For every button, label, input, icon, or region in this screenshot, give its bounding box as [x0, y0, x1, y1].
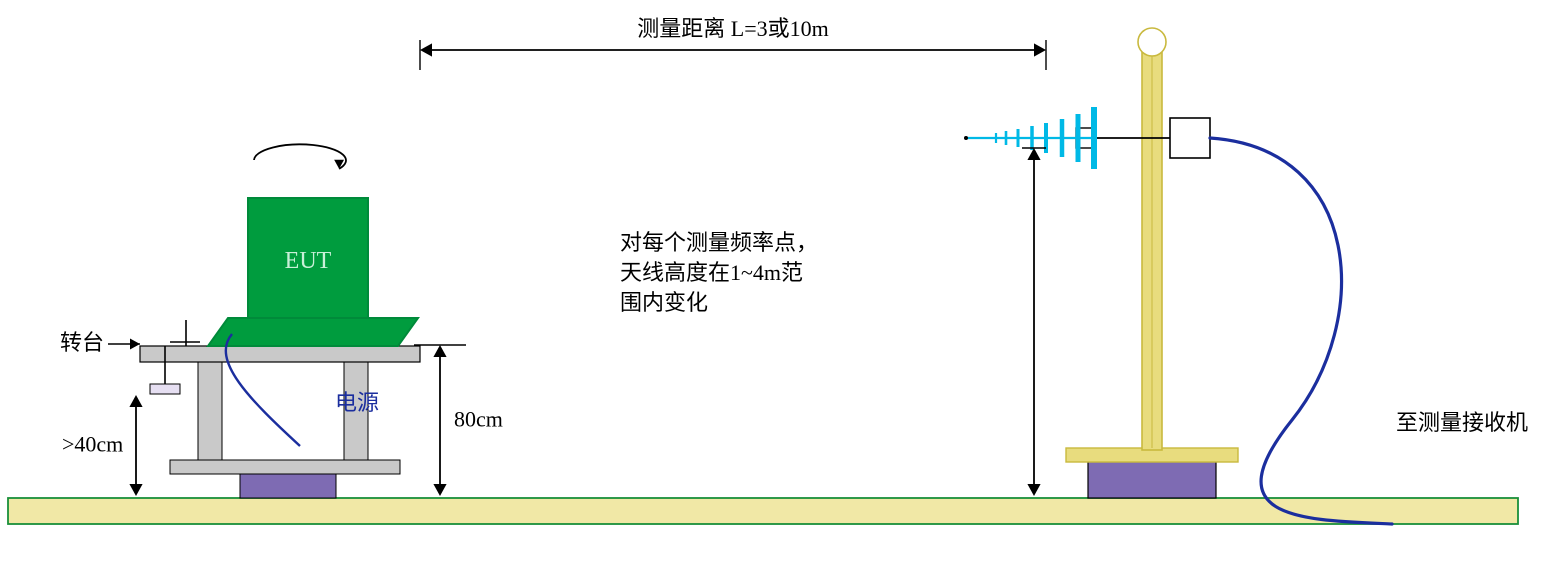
- note-line1: 对每个测量频率点，: [620, 230, 818, 255]
- dim-distance-label: 测量距离 L=3或10m: [637, 16, 828, 41]
- receiver-cable: [1210, 138, 1392, 524]
- note-line3: 围内变化: [620, 290, 708, 315]
- dim-80cm-label: 80cm: [454, 407, 503, 432]
- note-line2: 天线高度在1~4m范: [620, 260, 803, 285]
- mast-base: [1088, 460, 1216, 498]
- ground-plane: [8, 498, 1518, 524]
- emc-test-setup-diagram: EUT 电源 转台至测量接收机 测量距离 L=3或10m 80cm >40cm 对每个测量频…: [0, 0, 1564, 568]
- turntable-label: 转台: [60, 330, 104, 355]
- eut-base: [208, 318, 418, 346]
- dim-40cm-label: >40cm: [62, 432, 123, 457]
- power-supply-label: 电源: [335, 390, 379, 415]
- eut-label: EUT: [285, 248, 332, 274]
- turntable-base: [240, 472, 336, 498]
- rotation-arrow: [254, 144, 346, 168]
- receiver-label: 至测量接收机: [1396, 410, 1528, 435]
- test-table: [140, 346, 420, 362]
- antenna-mount: [1170, 118, 1210, 158]
- lisn-connector: [150, 384, 180, 394]
